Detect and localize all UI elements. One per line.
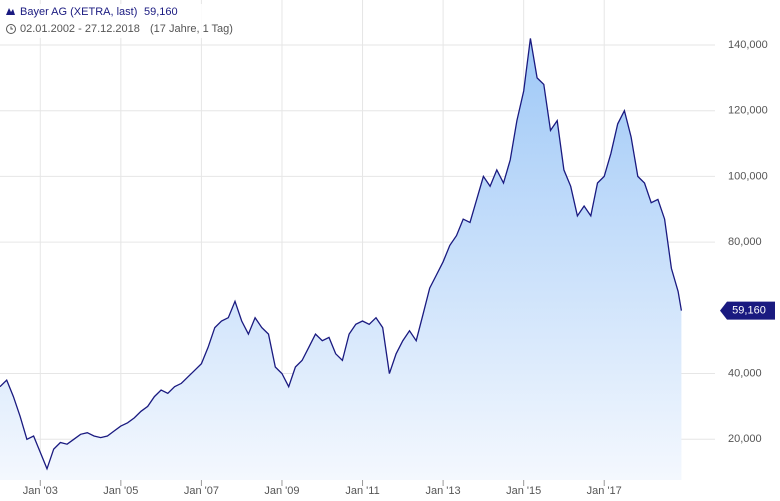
price-tag [720,301,775,320]
x-tick-label: Jan '03 [23,485,58,497]
subtitle: 02.01.2002 - 27.12.2018 [20,23,140,35]
chart-title: Bayer AG (XETRA, last) [20,6,137,18]
x-tick-label: Jan '11 [345,485,379,497]
header-bg [0,4,245,38]
area-fill [0,38,682,481]
x-tick-label: Jan '15 [506,485,541,497]
y-tick-label: 40,000 [728,367,762,379]
price-tag-label: 59,160 [732,305,766,317]
title-price: 59,160 [144,6,178,18]
x-tick-label: Jan '05 [103,485,138,497]
duration: (17 Jahre, 1 Tag) [150,23,233,35]
y-tick-label: 120,000 [728,105,768,117]
plot [0,38,683,481]
x-tick-label: Jan '07 [184,485,219,497]
y-tick-label: 20,000 [728,433,762,445]
chart-icon [6,8,15,15]
x-tick-label: Jan '13 [426,485,461,497]
clock-icon [6,24,16,34]
x-tick-label: Jan '17 [587,485,622,497]
y-tick-label: 80,000 [728,236,762,248]
price-line [0,38,683,471]
clock-hands [10,26,13,30]
y-tick-label: 100,000 [728,170,768,182]
x-tick-label: Jan '09 [264,485,299,497]
y-tick-label: 140,000 [728,39,768,51]
